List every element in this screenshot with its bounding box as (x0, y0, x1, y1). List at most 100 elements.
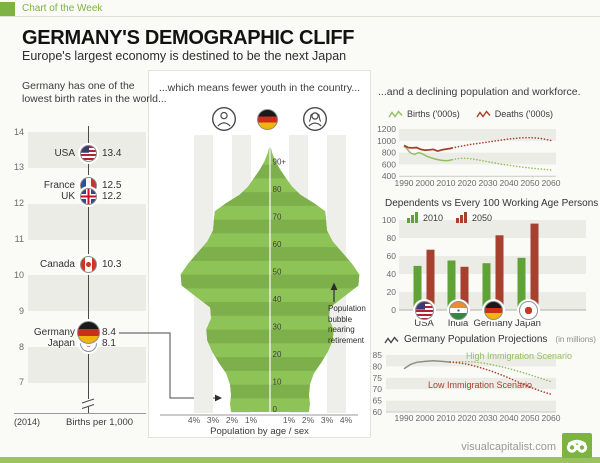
kicker-divider (0, 16, 600, 17)
birth-rate-axis-label: Births per 1,000 (66, 417, 134, 428)
female-icon (302, 106, 328, 132)
kicker: Chart of the Week (22, 3, 103, 14)
projections-band (386, 400, 556, 412)
bar-2050 (530, 223, 539, 310)
male-icon (211, 106, 237, 132)
births-deaths-xtick: 1990 (395, 178, 414, 188)
births-deaths-band (399, 152, 556, 165)
pyramid-age-label: 0 (273, 405, 278, 414)
bar-2010 (482, 263, 491, 310)
legend-item-2050: 2050 (456, 212, 492, 223)
pyramid-age-label: 90+ (273, 158, 287, 167)
mini-bars-icon (456, 212, 468, 223)
series-projection (451, 157, 552, 171)
projections-ytick: 60 (373, 407, 383, 417)
germany-flag-icon (257, 109, 278, 130)
projections-title: Germany Population Projections (404, 334, 548, 345)
page-subtitle: Europe's largest economy is destined to … (22, 49, 347, 63)
decline-heading: ...and a declining population and workfo… (378, 86, 581, 98)
germany-connector-line (119, 332, 215, 399)
births-deaths-xtick: 2000 (416, 178, 435, 188)
projections-xtick: 2040 (500, 413, 519, 423)
footer-green-bar (0, 457, 600, 463)
projections-title-unit: (in millions) (555, 335, 596, 344)
projections-ytick: 65 (373, 396, 383, 406)
births-deaths-band (399, 129, 556, 141)
projections-xtick: 2010 (437, 413, 456, 423)
dependency-band (399, 220, 586, 238)
dependency-ytick: 60 (387, 251, 397, 261)
pyramid-pct-label: 2% (302, 415, 315, 425)
birth-rate-year-note: (2014) (14, 417, 41, 427)
series-line (403, 144, 453, 153)
dependency-legend: 2010 2050 (407, 212, 492, 223)
births-deaths-xtick: 2040 (500, 178, 519, 188)
high-scenario-label: High Immigration Scenario (466, 351, 572, 361)
pyramid-age-label: 10 (273, 378, 282, 387)
birth-rate-heading: Germany has one of the lowest birth rate… (22, 80, 167, 105)
births-deaths-ytick: 1200 (377, 124, 396, 134)
low-scenario-label: Low Immigration Scenario (428, 380, 532, 390)
projections-ytick: 85 (373, 350, 383, 360)
dependency-ytick: 80 (387, 233, 397, 243)
pyramid-pct-label: 3% (321, 415, 334, 425)
historical-line (403, 359, 451, 370)
dependency-category-label: Germany (473, 318, 512, 329)
page-title: GERMANY'S DEMOGRAPHIC CLIFF (22, 27, 355, 49)
pyramid-age-label: 70 (273, 213, 282, 222)
births-deaths-ytick: 1000 (377, 136, 396, 146)
projections-xtick: 2050 (521, 413, 540, 423)
pyramid-age-label: 60 (273, 240, 282, 249)
bar-2050 (495, 235, 504, 310)
projections-band (386, 355, 556, 367)
dependency-title: Dependents vs Every 100 Working Age Pers… (385, 198, 599, 209)
dependency-ytick: 20 (387, 287, 397, 297)
low-scenario-line (449, 361, 552, 395)
births-deaths-xtick: 2030 (479, 178, 498, 188)
projections-xtick: 1990 (395, 413, 414, 423)
bar-2050 (460, 266, 469, 310)
dependency-category-label: India (448, 318, 469, 329)
projections-ytick: 70 (373, 384, 383, 394)
pyramid-annotation: Population bubble nearing retirement (328, 304, 366, 345)
pyramid-pct-label: 1% (245, 415, 258, 425)
projections-ytick: 75 (373, 373, 383, 383)
births-deaths-xtick: 2010 (437, 178, 456, 188)
bar-2010 (447, 260, 456, 310)
axis-break-icon (81, 398, 95, 410)
site-url: visualcapitalist.com (461, 441, 556, 453)
pyramid-center-line (269, 145, 271, 412)
series-line (403, 146, 453, 162)
zigzag-line-icon (384, 335, 399, 344)
pyramid-age-label: 30 (273, 323, 282, 332)
dependency-ytick: 40 (387, 269, 397, 279)
pyramid-age-label: 50 (273, 268, 282, 277)
annotation-arrowhead (330, 282, 338, 290)
pyramid-pct-label: 3% (207, 415, 220, 425)
dependency-ytick: 0 (391, 305, 396, 315)
zigzag-line-icon (388, 110, 403, 118)
mini-bars-icon (407, 212, 418, 223)
legend-item-2010: 2010 (407, 212, 443, 223)
births-deaths-ytick: 400 (382, 171, 396, 181)
bar-2010 (413, 265, 422, 310)
legend-item-births: Births ('000s) (388, 109, 460, 119)
bar-2010 (517, 257, 526, 310)
projections-xtick: 2060 (542, 413, 561, 423)
births-deaths-xtick: 2050 (521, 178, 540, 188)
dependency-category-label: USA (414, 318, 434, 329)
births-deaths-ytick: 600 (382, 159, 396, 169)
projections-band (386, 377, 556, 390)
brand-square (0, 2, 15, 16)
pyramid-age-label: 80 (273, 185, 282, 194)
pyramid-age-label: 40 (273, 295, 282, 304)
bar-2050 (426, 249, 435, 310)
projections-xtick: 2030 (479, 413, 498, 423)
dependency-category-label: Japan (515, 318, 541, 329)
pyramid-pct-label: 2% (226, 415, 239, 425)
pyramid-axis-label: Population by age / sex (210, 426, 309, 437)
zigzag-line-icon (476, 110, 491, 118)
connector-arrowhead (215, 394, 222, 402)
dependency-band (399, 256, 586, 274)
